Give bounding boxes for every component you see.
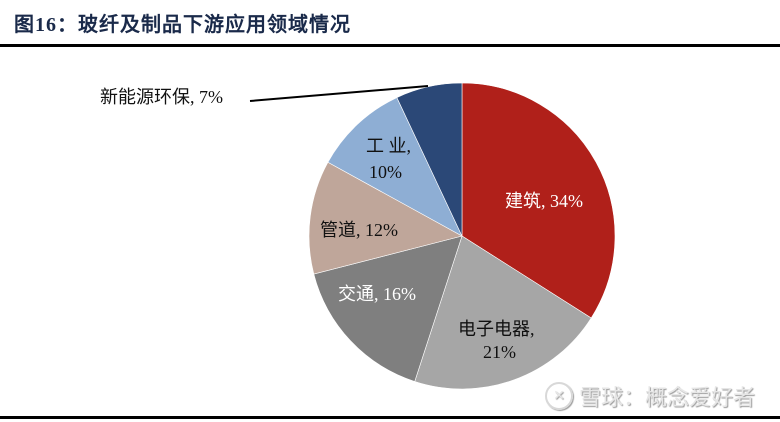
top-divider	[0, 44, 780, 47]
pie-slices	[308, 82, 616, 390]
label-guandao: 管道, 12%	[320, 220, 398, 240]
label-gongye-line2: 10%	[369, 162, 402, 182]
snowball-logo-icon: ✕	[545, 382, 573, 410]
leader-line	[249, 85, 429, 102]
label-dianzi-line1: 电子电器,	[458, 319, 535, 339]
label-gongye-line1: 工 业,	[366, 136, 411, 156]
watermark: ✕ 雪球：概念爱好者	[545, 380, 755, 412]
label-jianzhu: 建筑, 34%	[505, 191, 583, 211]
pie-slice-5	[396, 82, 463, 237]
label-xinnengyuan: 新能源环保, 7%	[100, 87, 223, 107]
watermark-text: 雪球：概念爱好者	[579, 386, 756, 411]
label-jiaotong: 交通, 16%	[338, 284, 416, 304]
pie-slice-1	[414, 235, 592, 390]
pie-slice-0	[461, 82, 616, 319]
pie-slice-2	[313, 235, 463, 382]
pie-slice-4	[327, 97, 463, 237]
pie-slice-3	[308, 161, 463, 275]
bottom-divider	[0, 416, 780, 419]
label-dianzi-line2: 21%	[483, 342, 516, 362]
page-title: 图16：玻纤及制品下游应用领域情况	[14, 14, 351, 36]
